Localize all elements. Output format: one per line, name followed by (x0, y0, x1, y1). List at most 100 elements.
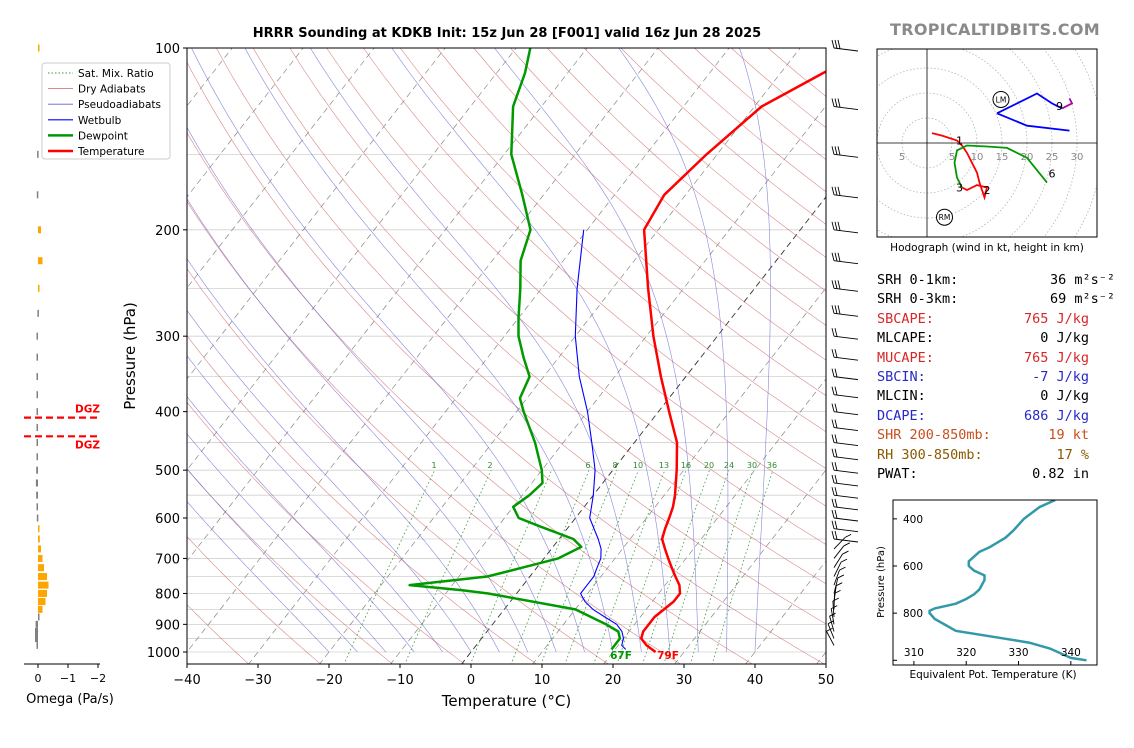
theta-e-y-label: Pressure (hPa) (876, 546, 887, 618)
hodograph-ring-label: 10 (971, 152, 984, 163)
wetbulb-profile (574, 229, 627, 650)
hodograph-segment (931, 132, 989, 201)
wind-barb (831, 252, 859, 265)
omega-bar (38, 257, 43, 265)
dry-adiabat-line (187, 604, 250, 664)
hodograph-frame (876, 48, 1098, 238)
wind-barb (831, 419, 859, 431)
param-row: SBCAPE: 765 J/kg (877, 310, 1097, 329)
mixing-ratio-line (616, 470, 687, 664)
x-tick-label: 20 (605, 673, 622, 688)
dry-adiabat-line (289, 48, 826, 545)
omega-tick-label: −1 (60, 672, 76, 685)
legend-label: Wetbulb (78, 115, 122, 127)
legend: Sat. Mix. Ratio Dry Adiabats Pseudoadiabat… (41, 62, 171, 160)
wind-barb (831, 403, 859, 416)
wind-barb (831, 328, 859, 340)
storm-motion-label: LM (996, 95, 1007, 104)
param-value: 765 J/kg (1023, 349, 1089, 366)
wind-barb (831, 509, 859, 522)
omega-bar (35, 628, 38, 636)
dry-adiabat-line (473, 48, 826, 361)
isotherm-line (187, 48, 517, 471)
mixing-ratio-label: 10 (633, 461, 643, 470)
wind-barb (833, 550, 849, 568)
omega-plot: DGZ DGZ 0 −1 −2 Omega (Pa/s) (24, 44, 114, 707)
omega-bar (38, 598, 46, 606)
omega-bar (38, 226, 41, 234)
y-tick-label: 500 (155, 464, 180, 479)
isotherm-line (532, 287, 826, 664)
mixing-ratio-line (564, 470, 639, 664)
hodograph-segment (953, 144, 1048, 188)
wind-barb (831, 368, 859, 381)
x-tick-label: 50 (818, 673, 835, 688)
legend-label: Sat. Mix. Ratio (78, 68, 154, 80)
omega-bar (36, 453, 38, 461)
wind-barb (831, 305, 859, 317)
wind-barb (831, 186, 859, 199)
hodograph-height-label: 9 (1056, 100, 1063, 113)
dry-adiabat-line (187, 61, 825, 664)
dry-adiabat-line (326, 48, 826, 507)
pseudoadiabat-line (187, 309, 472, 653)
param-row: MLCIN: 0 J/kg (877, 387, 1097, 406)
hodograph-height-label: 1 (956, 135, 963, 148)
isotherm-line (187, 48, 588, 562)
pseudoadiabat-line (187, 468, 358, 653)
theta-e-x-label: Equivalent Pot. Temperature (K) (909, 669, 1076, 681)
parameter-table: SRH 0-1km: 36 m²s⁻² SRH 0-3km: 69 m²s⁻² SBCA… (877, 271, 1115, 484)
hodograph-segment (996, 92, 1063, 115)
x-tick-label: −30 (244, 673, 271, 688)
x-tick-label: 40 (747, 673, 764, 688)
param-value: 686 J/kg (1023, 407, 1089, 424)
param-value: 765 J/kg (1023, 310, 1089, 327)
param-label: PWAT: (877, 465, 918, 482)
omega-bar (36, 391, 38, 399)
dry-adiabat-line (510, 48, 826, 326)
param-value: 69 m²s⁻² (1049, 291, 1115, 308)
pseudoadiabat-line (187, 126, 557, 653)
dry-adiabat-line (187, 401, 466, 664)
omega-bar (36, 641, 38, 649)
wind-barb (831, 462, 859, 474)
theta-e-x-tick-label: 310 (904, 647, 924, 659)
isotherm-line (319, 48, 801, 664)
pseudoadiabat-line (494, 48, 699, 652)
wind-barb (831, 146, 859, 158)
omega-bar (36, 439, 38, 447)
omega-bar (38, 535, 40, 543)
param-row: SBCIN: -7 J/kg (877, 368, 1097, 387)
y-tick-label: 800 (155, 587, 180, 602)
dry-adiabat-line (399, 48, 826, 433)
isotherm-line (461, 196, 826, 664)
legend-label: Pseudoadiabats (78, 99, 161, 111)
wind-barb (826, 627, 835, 646)
omega-bar (38, 545, 41, 553)
y-tick-label: 400 (155, 406, 180, 421)
omega-bar (38, 44, 40, 52)
param-value: 17 % (1056, 446, 1089, 463)
mixing-ratio-label: 16 (681, 461, 691, 470)
surface-temperature-label: 79F (657, 650, 679, 662)
param-row: MUCAPE: 765 J/kg (877, 349, 1097, 368)
mixing-ratio-label: 8 (612, 461, 617, 470)
param-label: SRH 0-3km: (877, 291, 959, 308)
dry-adiabat-line (187, 132, 753, 664)
omega-bar (36, 503, 38, 511)
legend-label: Temperature (77, 146, 145, 158)
theta-e-frame (892, 499, 1098, 666)
wind-barb (830, 605, 838, 625)
wind-barb (833, 533, 852, 550)
pseudoadiabat-line (191, 48, 585, 653)
omega-bar (38, 564, 44, 572)
omega-bar (36, 514, 39, 522)
omega-bar (36, 353, 38, 361)
param-row: DCAPE: 686 J/kg (877, 407, 1097, 426)
omega-tick-label: −2 (90, 672, 106, 685)
theta-e-x-tick-label: 320 (956, 647, 976, 659)
omega-bar (37, 309, 39, 317)
param-label: SBCAPE: (877, 310, 934, 327)
param-value: 0 J/kg (1040, 330, 1089, 347)
mixing-ratio-label: 30 (747, 461, 757, 470)
